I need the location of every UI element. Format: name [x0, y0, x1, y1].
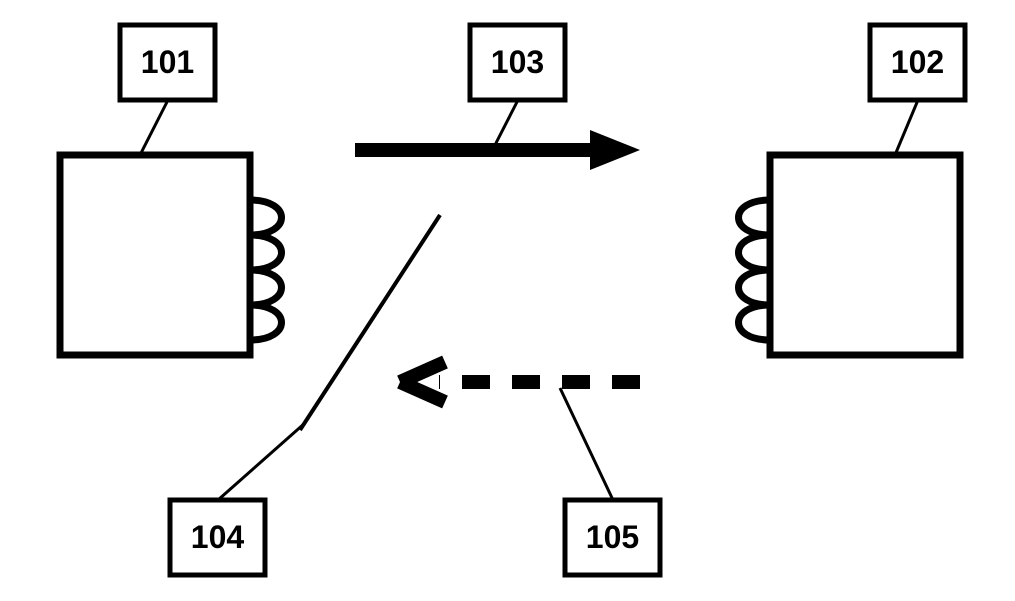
leader-l103: [495, 100, 518, 145]
label-text-l102: 102: [891, 44, 944, 80]
receiver-coil: [739, 200, 771, 340]
power-arrow: [355, 130, 640, 170]
label-text-l104: 104: [191, 519, 245, 555]
leader-l101: [140, 100, 168, 155]
leader-l104: [218, 423, 305, 500]
transmitter-block: [60, 155, 250, 355]
leader-l102: [895, 100, 918, 155]
feedback-arrow: [400, 362, 640, 402]
leader-l105: [560, 388, 613, 500]
label-text-l101: 101: [141, 44, 194, 80]
receiver-block: [770, 155, 960, 355]
label-text-l103: 103: [491, 44, 544, 80]
label-text-l105: 105: [586, 519, 639, 555]
transmitter-coil: [250, 200, 282, 340]
